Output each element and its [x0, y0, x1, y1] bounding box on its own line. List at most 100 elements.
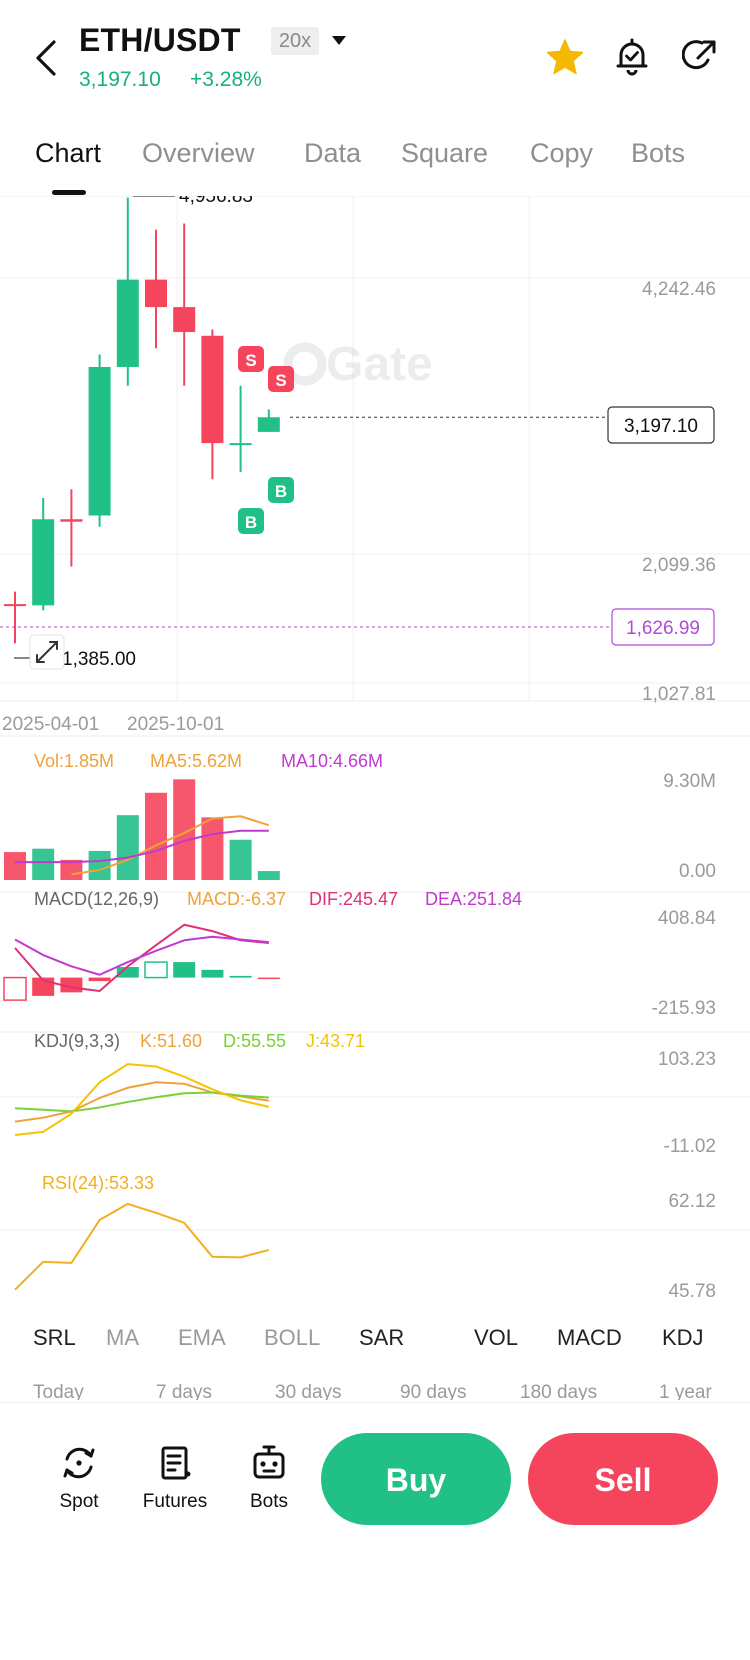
rsi-axis-label: 62.12: [668, 1191, 716, 1212]
indicator-tab-ema[interactable]: EMA: [178, 1325, 226, 1350]
period-today[interactable]: Today: [33, 1382, 84, 1400]
watermark-logo: Gate: [283, 338, 433, 391]
tab-copy[interactable]: Copy: [530, 138, 594, 168]
ma10-label: MA10:4.66M: [281, 751, 383, 771]
last-price: 3,197.10: [79, 68, 161, 91]
macd-value-label: MACD:-6.37: [187, 889, 286, 909]
caret-down-icon: [332, 36, 346, 45]
kdj-params-label: KDJ(9,3,3): [34, 1031, 120, 1051]
macd-axis-label: -215.93: [652, 998, 716, 1019]
last-price-tag-text: 3,197.10: [624, 416, 698, 437]
period-selector: Today 7 days 30 days 90 days 180 days 1 …: [0, 1372, 750, 1400]
header: ETH/USDT 20x 3,197.10 +3.28%: [0, 0, 750, 112]
macd-pane: [3, 923, 280, 1001]
volume-bar: [145, 792, 167, 880]
buy-marker[interactable]: B: [238, 508, 264, 534]
share-button[interactable]: [681, 38, 718, 74]
bottom-action-bar: Spot Futures Bots Buy Sell: [0, 1402, 750, 1660]
expand-chart-button[interactable]: [29, 634, 65, 670]
macd-histogram-bar: [144, 961, 168, 979]
tab-data[interactable]: Data: [304, 138, 362, 168]
indicator-tab-srl[interactable]: SRL: [33, 1325, 76, 1350]
period-30-days[interactable]: 30 days: [275, 1382, 342, 1400]
macd-axis-label: 408.84: [658, 908, 717, 929]
tab-bots[interactable]: Bots: [631, 138, 686, 168]
favorite-button[interactable]: [546, 38, 584, 76]
pair-dropdown-button[interactable]: [330, 34, 348, 48]
bot-icon: [253, 1445, 285, 1479]
rsi-line: [14, 1202, 270, 1291]
sell-button[interactable]: Sell: [528, 1433, 718, 1525]
spot-icon: [63, 1447, 95, 1479]
tab-overview[interactable]: Overview: [142, 138, 255, 168]
volume-bar: [201, 817, 224, 880]
indicator-tab-vol[interactable]: VOL: [474, 1325, 519, 1350]
candle-down: [145, 279, 167, 308]
back-button[interactable]: [28, 34, 68, 82]
dea-line: [14, 935, 269, 976]
macd-histogram-bar: [173, 962, 196, 978]
price-change: +3.28%: [190, 68, 262, 91]
macd-histogram-bar: [257, 977, 280, 980]
macd-params-label: MACD(12,26,9): [34, 889, 159, 909]
alarm-bell-icon: [616, 38, 648, 76]
period-1-year[interactable]: 1 year: [659, 1382, 712, 1400]
price-axis-label: 4,242.46: [642, 279, 716, 300]
liquidation-price-text: 1,626.99: [626, 618, 700, 639]
candle-up: [229, 443, 252, 446]
tab-square[interactable]: Square: [401, 138, 489, 168]
vol-label: Vol:1.85M: [34, 751, 114, 771]
indicator-tab-boll[interactable]: BOLL: [264, 1325, 321, 1350]
indicator-tab-macd[interactable]: MACD: [557, 1325, 622, 1350]
liquidation-price-tag: [611, 608, 715, 646]
volume-bar: [257, 871, 280, 880]
price-alert-button[interactable]: [614, 38, 650, 76]
rsi-axis-label: 45.78: [668, 1281, 716, 1300]
dif-label: DIF:245.47: [309, 889, 398, 909]
candle-up: [88, 366, 111, 516]
price-chart[interactable]: Gate 4,242.46 2,099.36 1,027.81 4,956.83…: [0, 196, 750, 1300]
bots-nav-button[interactable]: Bots: [224, 1443, 314, 1513]
leverage-badge: 20x: [271, 27, 319, 55]
futures-nav-button[interactable]: Futures: [130, 1443, 220, 1513]
indicator-tab-kdj[interactable]: KDJ: [662, 1325, 704, 1350]
volume-bar: [4, 852, 26, 880]
macd-histogram-bar: [229, 975, 252, 978]
macd-histogram-bar: [88, 977, 111, 982]
date-axis-label: 2025-10-01: [127, 714, 224, 735]
volume-bar: [116, 815, 139, 880]
candle-down: [4, 604, 26, 607]
period-180-days[interactable]: 180 days: [520, 1382, 598, 1400]
indicator-tab-sar[interactable]: SAR: [359, 1325, 405, 1350]
candle-up: [257, 417, 280, 432]
buy-marker[interactable]: B: [268, 477, 294, 503]
spot-nav-label: Spot: [59, 1491, 99, 1512]
volume-bar: [60, 859, 83, 880]
candle-down: [60, 519, 83, 522]
svg-text:S: S: [245, 351, 256, 370]
ma5-line: [71, 815, 270, 876]
dea-label: DEA:251.84: [425, 889, 522, 909]
high-price-label: 4,956.83: [179, 196, 253, 207]
spot-nav-button[interactable]: Spot: [34, 1443, 124, 1513]
chart-grid: [0, 196, 750, 1231]
kdj-axis-label: -11.02: [664, 1136, 716, 1157]
volume-bar: [229, 839, 252, 880]
chevron-left-icon: [36, 40, 56, 76]
period-7-days[interactable]: 7 days: [156, 1382, 212, 1400]
price-axis-label: 1,027.81: [642, 684, 716, 705]
pair-title[interactable]: ETH/USDT: [79, 22, 241, 58]
candles: [4, 197, 280, 644]
tab-chart[interactable]: Chart: [35, 138, 102, 168]
indicator-tab-ma[interactable]: MA: [106, 1325, 139, 1350]
sell-marker[interactable]: S: [268, 366, 294, 392]
period-90-days[interactable]: 90 days: [400, 1382, 467, 1400]
buy-button[interactable]: Buy: [321, 1433, 511, 1525]
price-axis-label: 2,099.36: [642, 555, 716, 576]
sell-marker[interactable]: S: [238, 346, 264, 372]
vol-axis-label: 9.30M: [663, 771, 716, 792]
kdj-j-line: [14, 1063, 270, 1137]
tab-bar: Chart Overview Data Square Copy Bots: [0, 120, 750, 196]
kdj-k-line: [14, 1081, 269, 1123]
svg-text:S: S: [275, 371, 286, 390]
